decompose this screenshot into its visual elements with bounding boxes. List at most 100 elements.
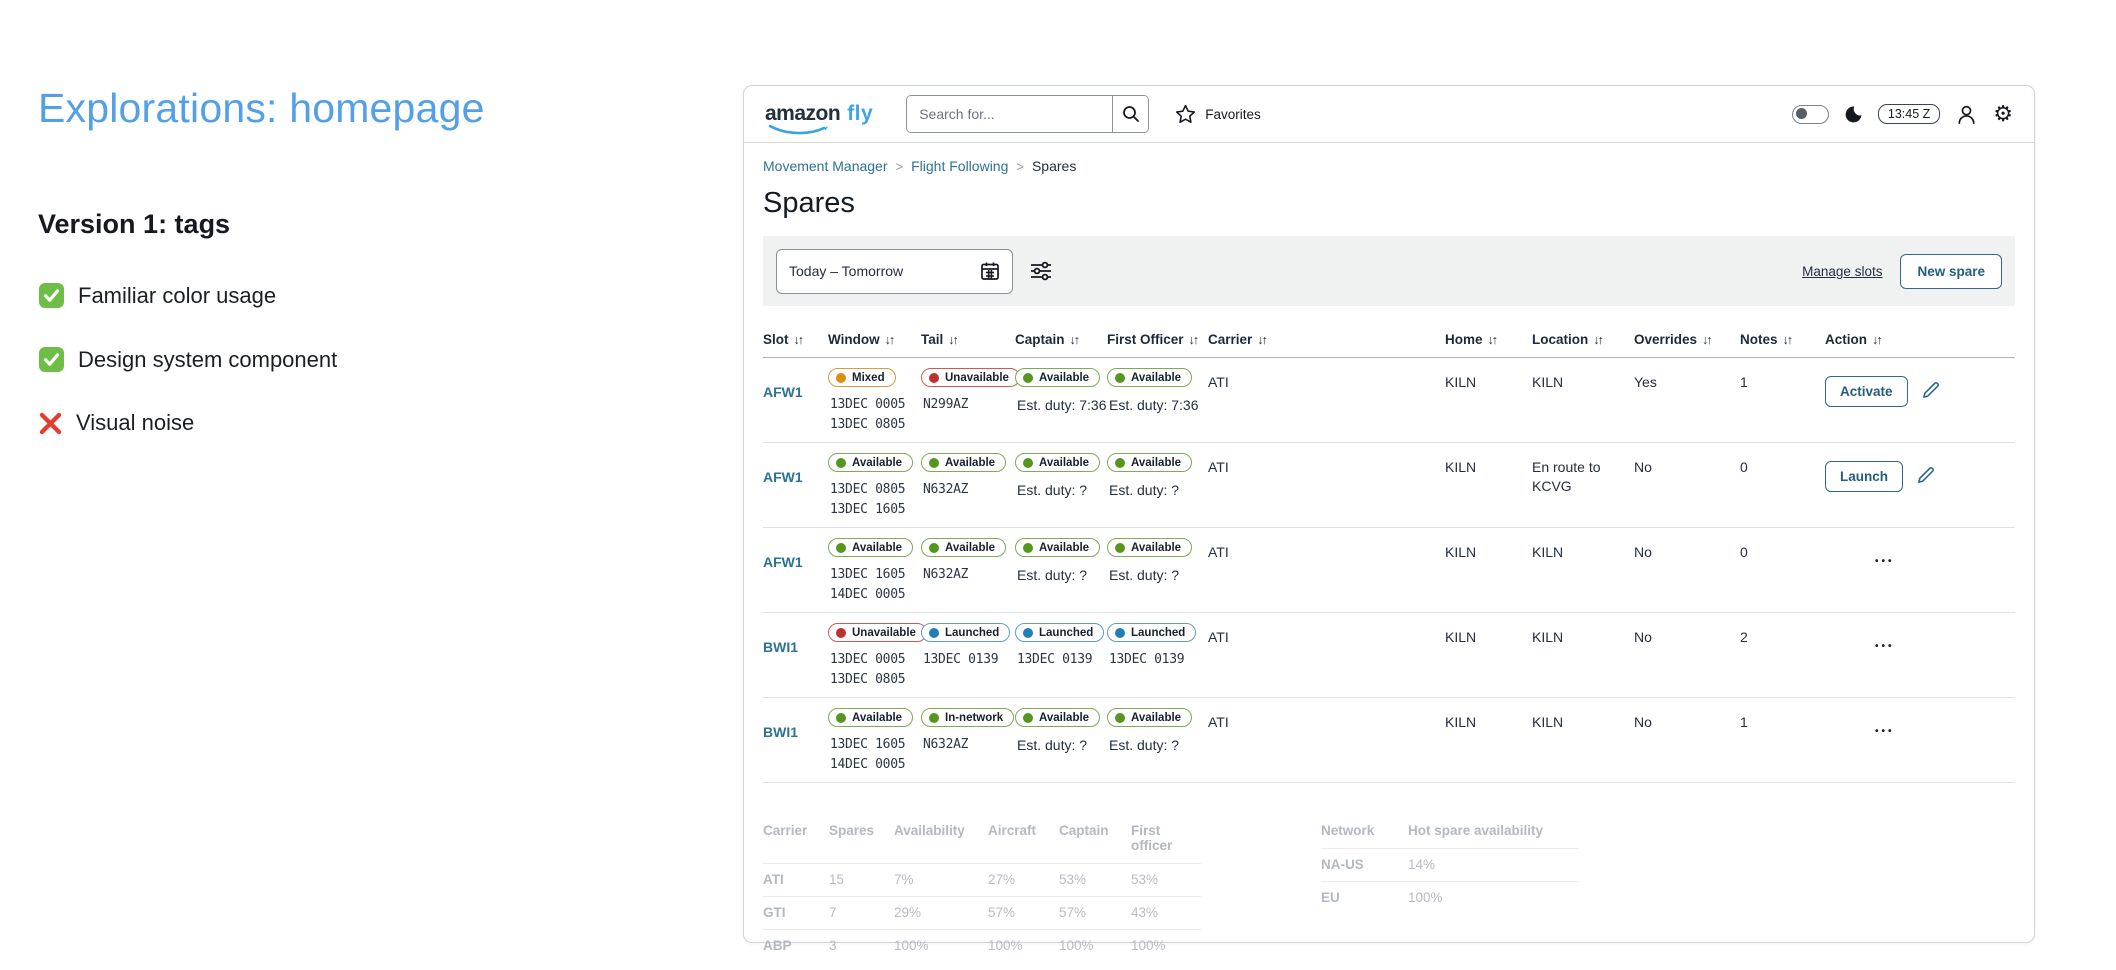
slot-link[interactable]: BWI1 — [763, 724, 798, 740]
logo-amazon-text: amazon — [765, 102, 841, 125]
page-title: Explorations: homepage — [38, 85, 485, 131]
network-summary-table: Network Hot spare availability NA-US 14%… — [1321, 823, 1578, 962]
home-cell: KILN — [1445, 374, 1477, 390]
column-header-home[interactable]: Home ↓↑ — [1445, 332, 1498, 347]
checklist-item: Familiar color usage — [38, 282, 698, 309]
new-spare-button[interactable]: New spare — [1900, 253, 2002, 289]
breadcrumb-movement-manager[interactable]: Movement Manager — [763, 158, 888, 174]
status-dot-icon — [1023, 372, 1033, 383]
checklist-item-label: Familiar color usage — [78, 282, 277, 308]
search-button[interactable] — [1112, 96, 1149, 132]
overrides-cell: No — [1634, 714, 1652, 730]
location-cell: En route to KCVG — [1532, 459, 1601, 494]
status-dot-icon — [836, 542, 846, 553]
carrier-cell: ATI — [1208, 714, 1229, 730]
slot-link[interactable]: AFW1 — [763, 469, 803, 485]
gear-icon[interactable]: ⚙ — [1993, 101, 2013, 126]
column-header-notes[interactable]: Notes ↓↑ — [1740, 332, 1793, 347]
calendar-icon — [980, 261, 1000, 281]
theme-toggle[interactable] — [1791, 104, 1829, 124]
check-icon — [38, 282, 65, 309]
star-icon — [1175, 104, 1196, 124]
checklist: Familiar color usage Design system compo… — [38, 282, 698, 436]
column-header-carrier[interactable]: Carrier ↓↑ — [1208, 332, 1268, 347]
status-dot-icon — [929, 712, 939, 723]
search-bar — [906, 95, 1150, 133]
summary-row: GTI 7 29% 57% 57% 43% — [763, 897, 1201, 930]
edit-pencil-icon[interactable] — [1916, 466, 1935, 485]
user-icon[interactable] — [1955, 103, 1978, 126]
header-right-controls: 13:45 Z ⚙ — [1791, 101, 2013, 126]
sort-icon: ↓↑ — [1702, 332, 1712, 347]
status-dot-icon — [1115, 627, 1125, 638]
column-header-overrides[interactable]: Overrides ↓↑ — [1634, 332, 1712, 347]
status-dot-icon — [836, 372, 846, 383]
column-header-tail[interactable]: Tail ↓↑ — [921, 332, 959, 347]
checklist-item-label: Design system component — [78, 346, 338, 372]
overrides-cell: No — [1634, 629, 1652, 645]
location-cell: KILN — [1532, 714, 1564, 730]
slot-link[interactable]: BWI1 — [763, 639, 798, 655]
sort-icon: ↓↑ — [1188, 332, 1199, 347]
date-range-value: Today – Tomorrow — [789, 263, 904, 279]
breadcrumb-separator: > — [1016, 158, 1024, 174]
favorites-button[interactable]: Favorites — [1175, 104, 1261, 124]
carrier-cell: ATI — [1208, 629, 1229, 645]
table-row: BWI1 Unavailable 13DEC 0005 13DEC 0805 La… — [763, 613, 2015, 698]
column-header-window[interactable]: Window ↓↑ — [828, 332, 895, 347]
slot-link[interactable]: AFW1 — [763, 554, 803, 570]
breadcrumb-flight-following[interactable]: Flight Following — [911, 158, 1009, 174]
cross-icon — [38, 411, 63, 436]
status-dot-icon — [1115, 542, 1125, 553]
status-dot-icon — [929, 372, 939, 383]
status-badge: Available — [828, 538, 914, 557]
status-badge: Unavailable — [828, 623, 927, 642]
edit-pencil-icon[interactable] — [1921, 381, 1940, 400]
column-header-first-officer[interactable]: First Officer ↓↑ — [1107, 332, 1199, 347]
activate-button[interactable]: Activate — [1825, 376, 1908, 407]
toolbar-right: Manage slots New spare — [1802, 253, 2002, 289]
manage-slots-link[interactable]: Manage slots — [1802, 263, 1883, 279]
notes-cell: 1 — [1740, 374, 1748, 390]
filters-button[interactable] — [1029, 260, 1053, 282]
breadcrumb-separator: > — [895, 158, 904, 174]
column-header-action[interactable]: Action ↓↑ — [1825, 332, 1882, 347]
carrier-summary-table: Carrier Spares Availability Aircraft Cap… — [763, 823, 1201, 962]
utc-clock: 13:45 Z — [1877, 104, 1941, 124]
status-dot-icon — [1115, 372, 1125, 383]
sort-icon: ↓↑ — [1257, 332, 1267, 347]
column-header-captain[interactable]: Captain ↓↑ — [1015, 332, 1080, 347]
status-badge: Available — [1015, 453, 1101, 472]
app-mockup: amazon fly Favorites 13 — [743, 85, 2035, 953]
carrier-cell: ATI — [1208, 374, 1229, 390]
notes-cell: 0 — [1740, 544, 1748, 560]
search-input[interactable] — [907, 96, 1113, 132]
status-badge: Launched — [1015, 623, 1105, 642]
favorites-label: Favorites — [1205, 106, 1261, 122]
more-actions-button[interactable]: ••• — [1875, 641, 1895, 652]
date-range-picker[interactable]: Today – Tomorrow — [776, 248, 1013, 294]
slot-link[interactable]: AFW1 — [763, 384, 803, 400]
sort-icon: ↓↑ — [1593, 332, 1603, 347]
table-row: AFW1 Available 13DEC 0805 13DEC 1605 Avai… — [763, 443, 2015, 528]
status-dot-icon — [1115, 712, 1125, 723]
location-cell: KILN — [1532, 544, 1564, 560]
spares-page-title: Spares — [763, 187, 855, 219]
launch-button[interactable]: Launch — [1825, 461, 1904, 492]
location-cell: KILN — [1532, 374, 1564, 390]
status-badge: Available — [1107, 538, 1193, 557]
summary-row: ATI 15 7% 27% 53% 53% — [763, 864, 1201, 897]
status-badge: Available — [828, 708, 914, 727]
more-actions-button[interactable]: ••• — [1875, 556, 1895, 567]
column-header-location[interactable]: Location ↓↑ — [1532, 332, 1604, 347]
column-header-slot[interactable]: Slot ↓↑ — [763, 332, 804, 347]
search-icon — [1121, 104, 1141, 124]
sort-icon: ↓↑ — [948, 332, 958, 347]
amazon-fly-logo[interactable]: amazon fly — [765, 102, 873, 135]
status-badge: Available — [828, 453, 914, 472]
more-actions-button[interactable]: ••• — [1875, 726, 1895, 737]
location-cell: KILN — [1532, 629, 1564, 645]
notes-cell: 1 — [1740, 714, 1748, 730]
moon-icon — [1844, 105, 1863, 124]
status-badge: Available — [921, 453, 1007, 472]
